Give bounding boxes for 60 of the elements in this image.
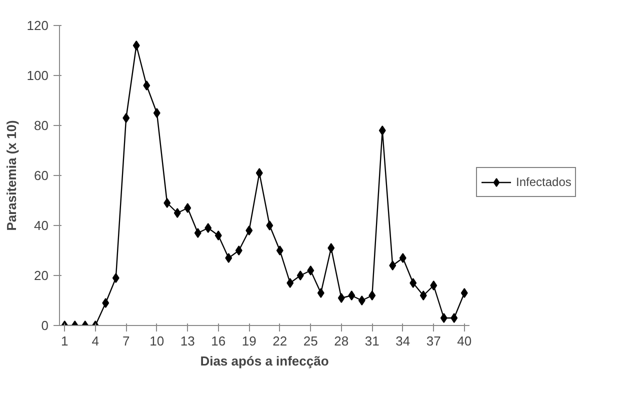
point	[296, 270, 304, 280]
point	[338, 293, 345, 303]
point	[328, 243, 335, 253]
x-tick-label: 1	[61, 334, 68, 348]
point	[286, 278, 294, 288]
x-tick-label: 28	[334, 334, 349, 348]
y-tick-label: 80	[34, 118, 49, 133]
point	[256, 168, 263, 178]
x-tick-label: 22	[272, 334, 288, 348]
point	[174, 208, 181, 218]
point	[317, 288, 324, 298]
y-axis-title: Parasitemia (x 10)	[4, 120, 19, 231]
x-tick-label: 13	[180, 334, 195, 348]
point	[102, 298, 110, 308]
point	[399, 253, 406, 263]
x-tick-label: 4	[92, 334, 99, 348]
point	[194, 228, 202, 238]
point	[348, 290, 356, 300]
x-tick-label: 25	[303, 334, 318, 348]
point	[132, 40, 140, 50]
point	[266, 220, 274, 230]
x-tick-label: 37	[426, 334, 441, 348]
point	[450, 313, 458, 323]
point	[410, 278, 417, 288]
point	[225, 253, 232, 263]
point	[235, 246, 242, 256]
x-tick-label: 19	[242, 334, 256, 348]
point	[389, 260, 396, 270]
point	[184, 203, 192, 213]
x-tick-label: 31	[364, 334, 380, 348]
x-tick-label: 16	[211, 334, 226, 348]
point	[420, 290, 427, 300]
point	[214, 230, 222, 240]
legend-label: Infectados	[516, 175, 572, 189]
point	[246, 226, 253, 236]
y-tick-label: 100	[26, 68, 49, 83]
point	[440, 313, 448, 323]
point	[164, 198, 171, 208]
point	[143, 80, 150, 90]
x-tick-label: 40	[457, 334, 472, 348]
y-tick-label: 20	[34, 268, 49, 283]
point	[430, 280, 438, 290]
x-axis-title: Dias após a infecção	[200, 354, 329, 368]
y-tick-label: 60	[34, 168, 49, 183]
y-tick-label: 0	[41, 318, 49, 333]
y-tick-label: 120	[26, 18, 49, 33]
point	[378, 126, 386, 136]
point	[358, 296, 366, 306]
point	[460, 288, 468, 298]
point	[153, 108, 160, 118]
point	[112, 273, 120, 283]
point	[307, 266, 314, 276]
point	[276, 246, 284, 256]
y-tick-label: 40	[34, 218, 49, 233]
point	[368, 290, 376, 300]
x-tick-label: 7	[122, 334, 130, 348]
x-tick-label: 10	[150, 334, 164, 348]
point	[122, 113, 130, 123]
x-tick-label: 34	[396, 334, 410, 348]
point	[204, 223, 212, 233]
